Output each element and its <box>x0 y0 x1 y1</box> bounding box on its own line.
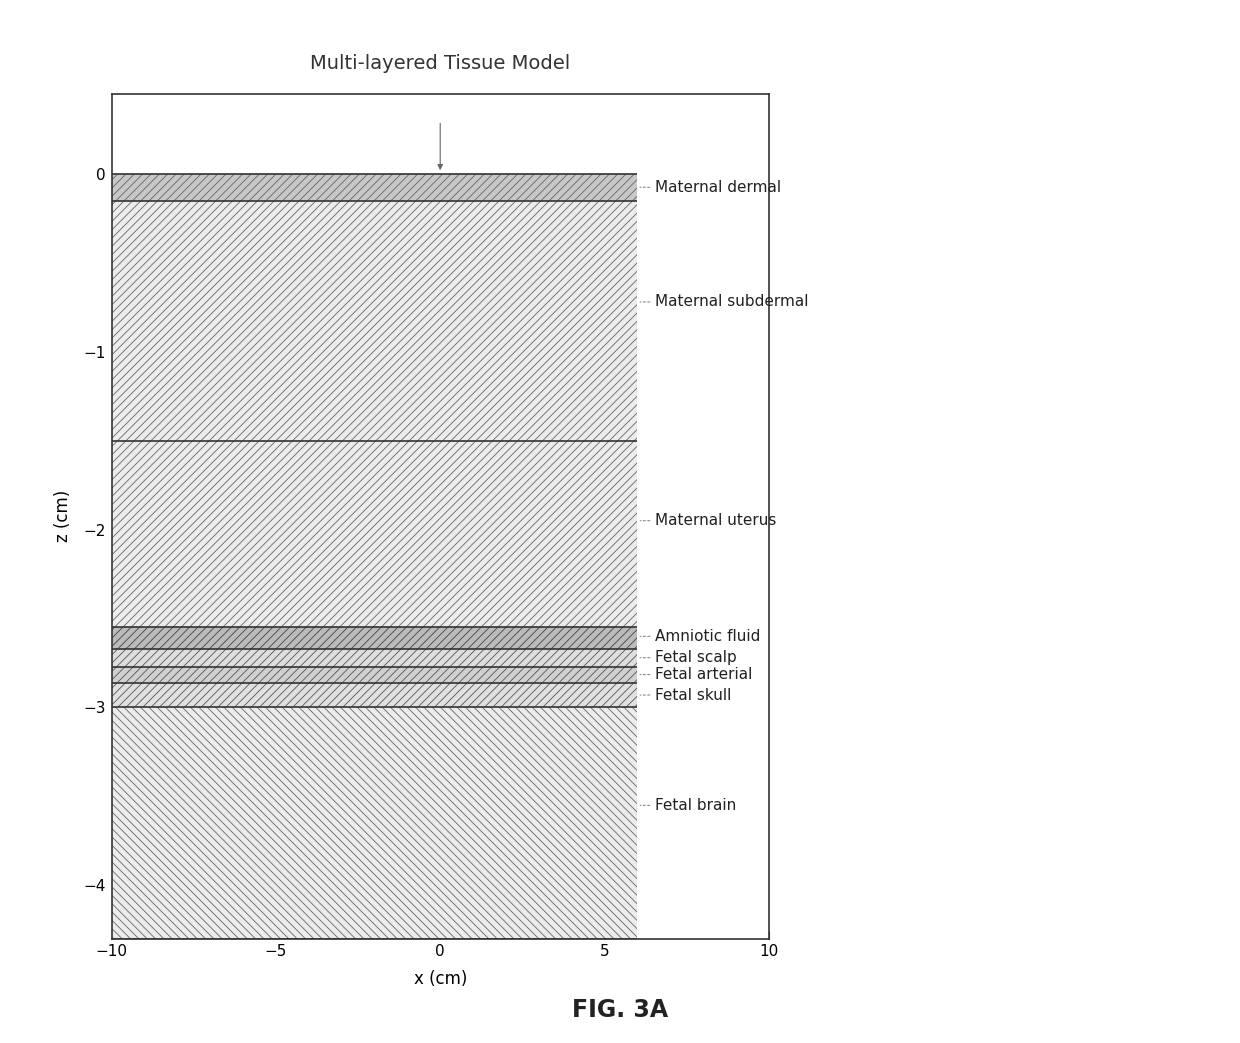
Text: Fetal skull: Fetal skull <box>640 687 732 703</box>
Text: Fetal arterial: Fetal arterial <box>640 668 753 682</box>
Bar <box>112 174 637 200</box>
Bar <box>112 666 637 682</box>
Title: Multi-layered Tissue Model: Multi-layered Tissue Model <box>310 54 570 73</box>
Text: Maternal subdermal: Maternal subdermal <box>640 294 808 310</box>
Y-axis label: z (cm): z (cm) <box>55 490 72 542</box>
Text: Fetal brain: Fetal brain <box>640 798 737 812</box>
Text: FIG. 3A: FIG. 3A <box>572 998 668 1022</box>
Text: Maternal uterus: Maternal uterus <box>640 513 776 528</box>
Bar <box>112 707 637 939</box>
Bar <box>112 441 637 628</box>
Bar <box>112 200 637 441</box>
Text: Fetal scalp: Fetal scalp <box>640 650 738 665</box>
X-axis label: x (cm): x (cm) <box>413 970 467 989</box>
Bar <box>112 649 637 666</box>
Text: Maternal dermal: Maternal dermal <box>640 179 781 195</box>
Bar <box>112 628 637 649</box>
Text: Amniotic fluid: Amniotic fluid <box>640 629 761 644</box>
Bar <box>112 682 637 707</box>
